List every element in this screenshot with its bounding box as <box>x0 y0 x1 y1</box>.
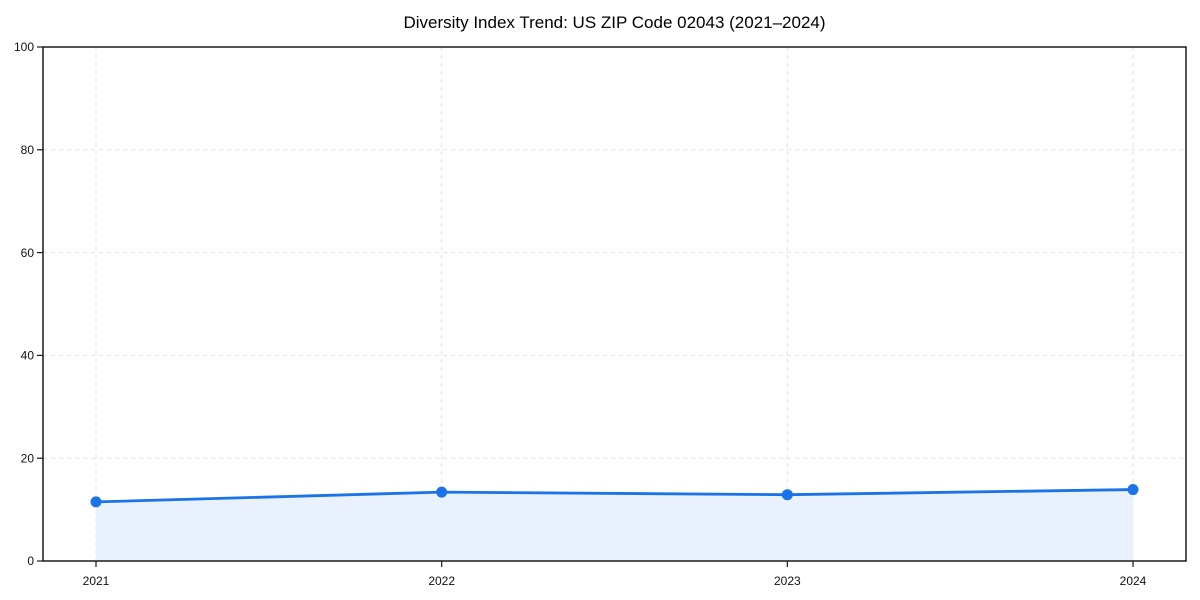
chart-title: Diversity Index Trend: US ZIP Code 02043… <box>403 13 826 32</box>
y-tick-label-80: 80 <box>21 143 35 157</box>
x-tick-label-2023: 2023 <box>774 574 801 588</box>
data-point-2021 <box>90 496 102 508</box>
plot-border <box>42 46 1187 562</box>
y-tick-label-100: 100 <box>14 40 34 54</box>
trend-line <box>94 488 1135 504</box>
x-tick-label-2024: 2024 <box>1120 574 1147 588</box>
data-point-2022 <box>436 486 448 498</box>
data-point-2024 <box>1127 484 1139 496</box>
x-tick-label-2021: 2021 <box>83 574 110 588</box>
y-tick-label-0: 0 <box>27 554 34 568</box>
data-point-2023 <box>781 489 793 501</box>
x-tick-label-2022: 2022 <box>428 574 455 588</box>
y-tick-label-40: 40 <box>21 349 35 363</box>
y-tick-label-20: 20 <box>21 451 35 465</box>
y-tick-label-60: 60 <box>21 246 35 260</box>
area-fill <box>96 489 1133 561</box>
